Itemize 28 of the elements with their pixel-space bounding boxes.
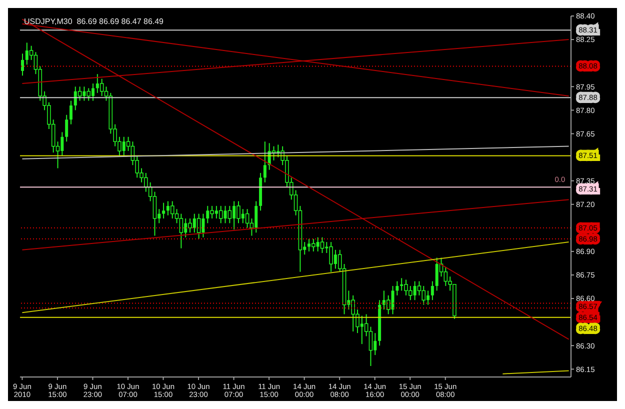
candlestick xyxy=(386,294,390,315)
candlestick xyxy=(21,53,24,76)
candlestick xyxy=(69,100,72,125)
candlestick xyxy=(396,280,399,296)
candlestick xyxy=(368,326,373,367)
candlestick xyxy=(422,285,426,306)
candlestick xyxy=(86,88,91,102)
candlestick xyxy=(179,213,184,249)
candlestick xyxy=(263,141,266,183)
chart-title: USDJPY,M30 86.69 86.69 86.47 86.49 xyxy=(24,17,164,26)
candlestick xyxy=(218,205,223,224)
candlestick xyxy=(196,213,201,240)
candlestick xyxy=(100,78,104,97)
candlestick xyxy=(162,202,166,219)
candlestick xyxy=(188,218,192,234)
candlestick xyxy=(312,238,316,252)
candlestick xyxy=(444,266,448,286)
candlestick xyxy=(228,205,232,224)
candlestick xyxy=(170,200,174,219)
candlestick xyxy=(245,208,250,228)
candlestick xyxy=(329,242,333,272)
candlestick xyxy=(65,114,68,142)
candlestick xyxy=(78,86,82,102)
candlestick xyxy=(236,200,240,224)
candlestick xyxy=(152,191,157,236)
candlestick xyxy=(210,205,214,219)
candlestick xyxy=(430,280,434,301)
candlestick xyxy=(320,236,324,254)
